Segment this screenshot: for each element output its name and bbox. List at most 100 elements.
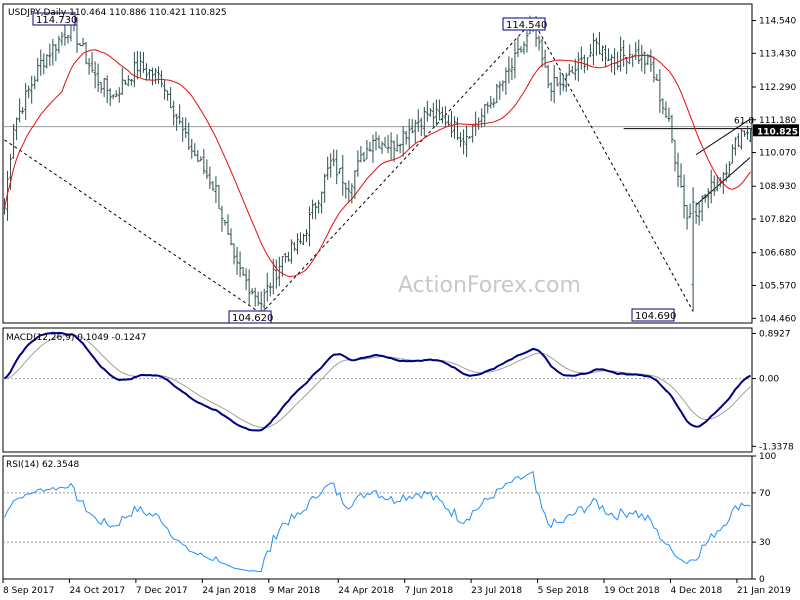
ohlc-bar [308, 206, 312, 247]
ohlc-bar [241, 267, 245, 277]
time-tick-label: 24 Apr 2018 [338, 586, 394, 596]
ohlc-bar [138, 51, 142, 78]
ohlc-bar [33, 75, 37, 90]
ohlc-bar [416, 109, 420, 132]
ohlc-bar [401, 126, 405, 157]
ohlc-bar [123, 79, 127, 86]
price-tick-label: 114.540 [759, 17, 796, 27]
time-tick-label: 7 Jun 2018 [405, 586, 454, 596]
swing-label: 104.620 [228, 310, 273, 324]
ohlc-bar [733, 137, 737, 156]
ohlc-bar [434, 99, 438, 126]
ohlc-bar [380, 141, 384, 154]
ohlc-bar [27, 85, 31, 99]
ohlc-bar [468, 136, 472, 139]
swing-label: 104.690 [631, 308, 676, 322]
ohlc-bar [628, 44, 632, 65]
ohlc-bar [543, 49, 547, 68]
ohlc-bar [739, 128, 743, 150]
ohlc-bar [646, 54, 650, 66]
swing-line-2 [260, 20, 534, 314]
ohlc-bar [700, 195, 704, 222]
ohlc-bar [392, 140, 396, 162]
ohlc-bar [579, 46, 583, 70]
ohlc-bar [12, 123, 16, 159]
ohlc-bar [353, 170, 357, 199]
ohlc-bar [510, 57, 514, 81]
ohlc-bar [564, 72, 568, 92]
time-tick-label: 21 Jan 2019 [737, 586, 791, 596]
ohlc-bar [262, 288, 266, 311]
ohlc-bar [616, 51, 620, 70]
ohlc-bar [220, 205, 224, 232]
macd-line [3, 331, 751, 432]
ohlc-bar [350, 183, 354, 204]
rsi-frame [2, 455, 753, 580]
ohlc-bar [715, 175, 719, 192]
ohlc-bar [78, 42, 82, 47]
ohlc-bar [187, 122, 191, 150]
ohlc-bar [637, 39, 641, 64]
ohlc-bar [537, 35, 541, 51]
ohlc-bar [66, 35, 70, 44]
ohlc-bar [489, 95, 493, 109]
ohlc-bar [283, 252, 287, 263]
ohlc-bar [256, 291, 260, 307]
ohlc-bar [446, 114, 450, 126]
channel-upper [695, 118, 751, 156]
ohlc-bar [253, 287, 257, 307]
ohlc-bar [314, 202, 318, 220]
ohlc-bar [45, 54, 49, 69]
ohlc-bar [226, 214, 230, 236]
ohlc-bar [57, 35, 61, 54]
ohlc-bar [462, 129, 466, 155]
swing-label-box [32, 12, 76, 26]
swing-label: 114.540 [502, 17, 547, 31]
ohlc-bar [437, 99, 441, 121]
ohlc-bar [407, 118, 411, 149]
ohlc-bar [456, 117, 460, 141]
current-price-tag [753, 124, 799, 137]
ohlc-bar [471, 124, 475, 143]
ohlc-bar [459, 132, 463, 148]
ohlc-bar [730, 144, 734, 164]
price-tick-label: 108.930 [759, 182, 796, 192]
ohlc-bar [386, 135, 390, 154]
ohlc-bar [172, 100, 176, 126]
current-price-text: 110.825 [757, 127, 798, 137]
ohlc-bar [87, 58, 91, 75]
price-tick-label: 113.430 [759, 49, 796, 59]
rsi-tick-label: 30 [759, 538, 771, 548]
time-tick-label: 24 Oct 2017 [69, 586, 125, 596]
ohlc-bar [311, 199, 315, 220]
ohlc-bar [549, 82, 553, 102]
macd-panel: 0.8927 0.00 -1.3378 [2, 327, 794, 453]
ohlc-bar [30, 75, 34, 104]
ohlc-bar [748, 128, 752, 143]
ohlc-bar [117, 87, 121, 103]
price-frame [2, 3, 753, 324]
ohlc-bar [317, 199, 321, 214]
time-tick-label: 4 Dec 2018 [670, 586, 722, 596]
ohlc-bar [15, 117, 19, 141]
ohlc-bar [727, 161, 731, 178]
ohlc-bar [607, 48, 611, 61]
ohlc-bar [129, 78, 133, 86]
ohlc-bar [513, 41, 517, 79]
ohlc-bar [238, 251, 242, 278]
ohlc-bar [157, 66, 161, 84]
ohlc-bar [63, 23, 67, 46]
ohlc-bar [655, 73, 659, 81]
ohlc-bar [108, 88, 112, 107]
ohlc-bar [649, 49, 653, 72]
ohlc-bar [507, 56, 511, 84]
ohlc-bar [573, 58, 577, 81]
ohlc-bar [169, 87, 173, 109]
ohlc-bar [474, 111, 478, 136]
ohlc-bar [21, 107, 25, 114]
ohlc-bar [673, 140, 677, 172]
rsi-tick-label: 100 [759, 452, 776, 462]
ohlc-bar [570, 66, 574, 74]
rsi-header: RSI(14) 62.3548 [6, 460, 79, 470]
